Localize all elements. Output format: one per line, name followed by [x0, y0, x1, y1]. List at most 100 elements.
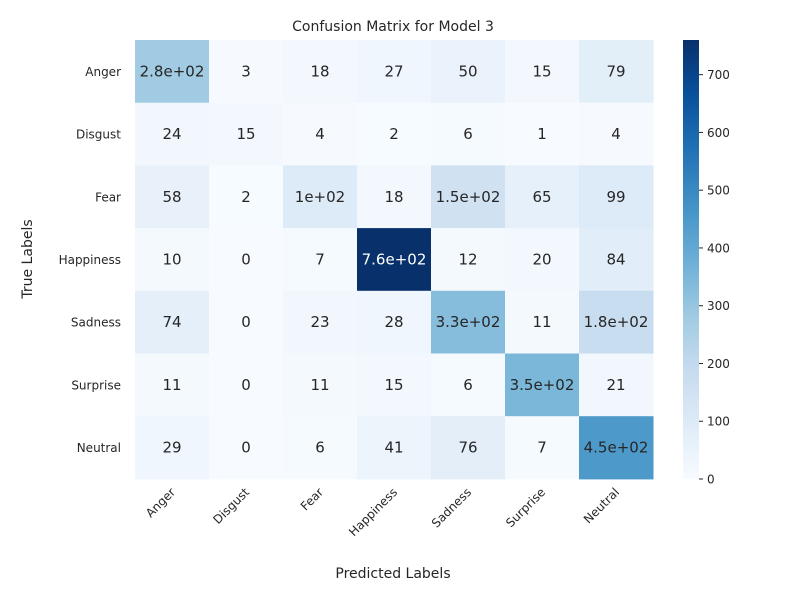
cell-value-label: 1.8e+02: [584, 313, 649, 331]
heatmap-cell: [431, 416, 506, 480]
cell-value-label: 18: [384, 188, 403, 206]
heatmap-cell: [209, 416, 284, 480]
x-tick-label: Fear: [298, 485, 326, 513]
cell-value-label: 65: [532, 188, 551, 206]
heatmap-cell: [135, 228, 210, 292]
heatmap-cell: [283, 228, 358, 292]
heatmap-cell: [283, 165, 358, 229]
x-tick-labels: Anger Disgust Fear Happiness Sadness Surprise…: [143, 485, 622, 539]
cell-value-label: 0: [241, 376, 251, 394]
x-tick-label: Neutral: [581, 485, 622, 526]
heatmap-cell: [579, 102, 654, 166]
chart-title: Confusion Matrix for Model 3: [292, 19, 494, 35]
heatmap-cell: [579, 416, 654, 480]
cell-value-label: 7: [315, 250, 325, 268]
y-tick-label: Anger: [85, 65, 121, 79]
heatmap-cell: [431, 228, 506, 292]
cell-value-label: 2.8e+02: [140, 62, 205, 80]
cell-value-label: 15: [384, 376, 403, 394]
cell-value-label: 11: [532, 313, 551, 331]
cell-value-label: 15: [532, 62, 551, 80]
cell-value-label: 12: [458, 250, 477, 268]
colorbar-ticks: 0 100 200 300 400 500 600 700: [699, 68, 730, 487]
cell-value-label: 4: [315, 125, 325, 143]
x-tick-label: Happiness: [346, 485, 400, 539]
heatmap-cell: [505, 290, 580, 354]
heatmap-cell: [357, 228, 432, 292]
heatmap-cell: [505, 416, 580, 480]
cell-value-label: 21: [606, 376, 625, 394]
heatmap-cell: [431, 290, 506, 354]
heatmap-cell: [135, 290, 210, 354]
y-tick-labels: Anger Disgust Fear Happiness Sadness Surprise…: [59, 65, 122, 455]
heatmap-cell: [357, 416, 432, 480]
y-tick-label: Neutral: [77, 441, 121, 455]
y-tick-label: Fear: [95, 190, 121, 204]
cell-value-label: 20: [532, 250, 551, 268]
heatmap-cell: [283, 353, 358, 417]
cell-value-label: 1: [537, 125, 547, 143]
cell-value-label: 4.5e+02: [584, 439, 649, 457]
heatmap-cell: [283, 102, 358, 166]
colorbar-tick-label: 100: [707, 415, 730, 429]
heatmap-cell: [135, 102, 210, 166]
heatmap-cell: [505, 102, 580, 166]
cell-value-label: 74: [162, 313, 181, 331]
cell-value-label: 0: [241, 250, 251, 268]
heatmap-cells: 2.8e+02 3 18 27 50 15 79 24 15 4 2 6 1 4 58 2 1e+02 18 1.5…: [135, 40, 654, 480]
colorbar-tick-label: 300: [707, 299, 730, 313]
heatmap-cell: [579, 290, 654, 354]
colorbar-tick-label: 500: [707, 184, 730, 198]
heatmap-cell: [283, 416, 358, 480]
x-tick-label: Disgust: [210, 485, 252, 527]
cell-value-label: 41: [384, 439, 403, 457]
cell-value-label: 23: [310, 313, 329, 331]
cell-value-label: 6: [315, 439, 325, 457]
heatmap-cell: [135, 40, 210, 104]
colorbar: [683, 40, 699, 479]
cell-value-label: 6: [463, 376, 473, 394]
cell-value-label: 50: [458, 62, 477, 80]
cell-value-label: 84: [606, 250, 625, 268]
cell-value-label: 0: [241, 439, 251, 457]
cell-value-label: 76: [458, 439, 477, 457]
cell-value-label: 11: [310, 376, 329, 394]
cell-value-label: 1.5e+02: [436, 188, 501, 206]
colorbar-tick-label: 0: [707, 473, 715, 487]
heatmap-cell: [505, 353, 580, 417]
cell-value-label: 11: [162, 376, 181, 394]
cell-value-label: 0: [241, 313, 251, 331]
cell-value-label: 10: [162, 250, 181, 268]
y-axis-label: True Labels: [20, 219, 36, 299]
cell-value-label: 1e+02: [295, 188, 345, 206]
heatmap-cell: [357, 40, 432, 104]
cell-value-label: 29: [162, 439, 181, 457]
x-tick-label: Sadness: [429, 485, 474, 530]
x-tick-label: Surprise: [503, 485, 548, 530]
heatmap-cell: [579, 353, 654, 417]
heatmap-cell: [431, 102, 506, 166]
x-axis-label: Predicted Labels: [335, 566, 450, 582]
cell-value-label: 27: [384, 62, 403, 80]
y-tick-label: Sadness: [71, 316, 121, 330]
heatmap-cell: [135, 353, 210, 417]
x-tick-label: Anger: [143, 485, 178, 520]
heatmap-cell: [209, 353, 284, 417]
heatmap-cell: [505, 165, 580, 229]
y-tick-label: Happiness: [59, 253, 121, 267]
heatmap-cell: [579, 40, 654, 104]
y-tick-label: Surprise: [71, 378, 121, 392]
heatmap-cell: [505, 40, 580, 104]
cell-value-label: 3: [241, 62, 251, 80]
heatmap-cell: [431, 353, 506, 417]
heatmap-cell: [357, 165, 432, 229]
cell-value-label: 7: [537, 439, 547, 457]
colorbar-tick-label: 400: [707, 241, 730, 255]
heatmap-cell: [209, 290, 284, 354]
cell-value-label: 6: [463, 125, 473, 143]
heatmap-cell: [431, 165, 506, 229]
heatmap-cell: [357, 353, 432, 417]
heatmap-cell: [135, 416, 210, 480]
heatmap-cell: [209, 228, 284, 292]
